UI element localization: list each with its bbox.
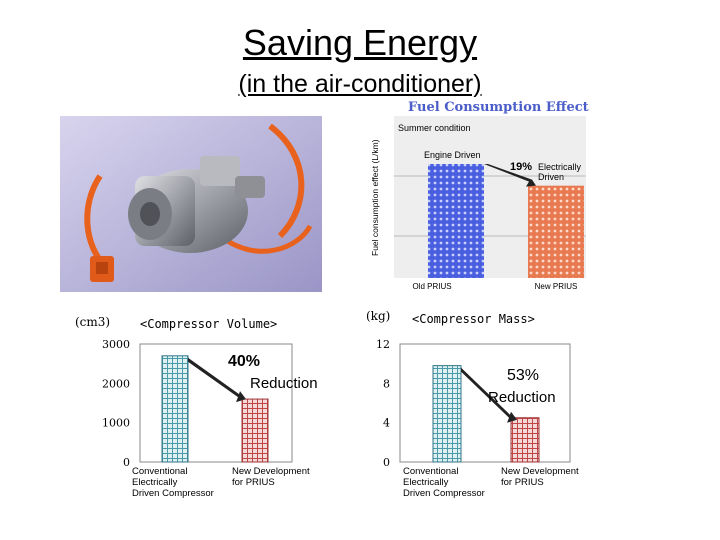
vol-category-1-line-0: New Development <box>232 466 310 477</box>
fuel-chart-condition: Summer condition <box>398 123 471 133</box>
slide-subtitle: (in the air-conditioner) <box>238 70 482 98</box>
vol-ytick-2: 1000 <box>102 417 130 430</box>
fuel-bar-1 <box>528 185 584 278</box>
compressor-mass-chart: (kg) <Compressor Mass> 12 8 4 0 53% Reducti… <box>366 309 579 499</box>
mass-category-0-line-2: Driven Compressor <box>403 488 485 499</box>
mass-category-1-line-0: New Development <box>501 466 579 477</box>
mass-reduction-arrow <box>461 367 517 423</box>
mass-chart-title: <Compressor Mass> <box>412 312 535 326</box>
vol-ytick-0: 3000 <box>102 338 130 351</box>
fuel-reduction-arrow <box>484 164 536 187</box>
fuel-bar-label-1-line2: Driven <box>538 172 564 182</box>
fuel-consumption-chart: Fuel Consumption Effect Fuel consumption… <box>370 100 589 291</box>
volume-reduction-arrow <box>188 357 246 403</box>
mass-annotation-percent: 53% <box>507 367 539 384</box>
fuel-bar-label-1: Electrically <box>538 162 582 172</box>
fuel-category-1: New PRIUS <box>535 282 578 291</box>
mass-bar-1 <box>510 417 540 463</box>
mass-annotation-label: Reduction <box>488 389 556 406</box>
fuel-annotation: 19% <box>510 161 532 173</box>
vol-category-0-line-2: Driven Compressor <box>132 488 214 499</box>
vol-category-0-line-0: Conventional <box>132 466 187 477</box>
mass-plot-frame <box>399 343 571 463</box>
mass-ytick-0: 12 <box>376 338 390 351</box>
fuel-chart-title: Fuel Consumption Effect <box>408 100 589 115</box>
mass-ytick-3: 0 <box>383 456 390 469</box>
mass-category-1-line-1: for PRIUS <box>501 477 544 488</box>
fuel-chart-ylabel: Fuel consumption effect (L/km) <box>370 139 380 256</box>
compressor-volume-chart: (cm3) <Compressor Volume> 3000200010000 … <box>75 315 318 499</box>
mass-chart-unit: (kg) <box>366 309 390 323</box>
fuel-bar-0 <box>428 164 484 278</box>
vol-ytick-1: 2000 <box>102 377 130 390</box>
fuel-category-0: Old PRIUS <box>412 282 451 291</box>
fuel-bar-label-0: Engine Driven <box>424 150 481 160</box>
vol-bar-0 <box>161 355 189 463</box>
vol-category-0-line-1: Electrically <box>132 477 178 488</box>
volume-annotation-label: Reduction <box>250 375 318 392</box>
mass-bar-0 <box>432 365 462 463</box>
volume-chart-unit: (cm3) <box>75 315 110 329</box>
mass-ytick-2: 4 <box>383 417 390 430</box>
volume-annotation-percent: 40% <box>228 353 260 370</box>
vol-bar-1 <box>241 398 269 463</box>
mass-ytick-1: 8 <box>383 377 390 390</box>
mass-category-0-line-0: Conventional <box>403 466 458 477</box>
vol-category-1-line-1: for PRIUS <box>232 477 275 488</box>
mass-category-0-line-1: Electrically <box>403 477 449 488</box>
electric-compressor-photo-icon <box>60 116 322 292</box>
vol-ytick-3: 0 <box>123 456 130 469</box>
volume-chart-title: <Compressor Volume> <box>140 317 277 331</box>
slide-title: Saving Energy <box>242 22 478 63</box>
